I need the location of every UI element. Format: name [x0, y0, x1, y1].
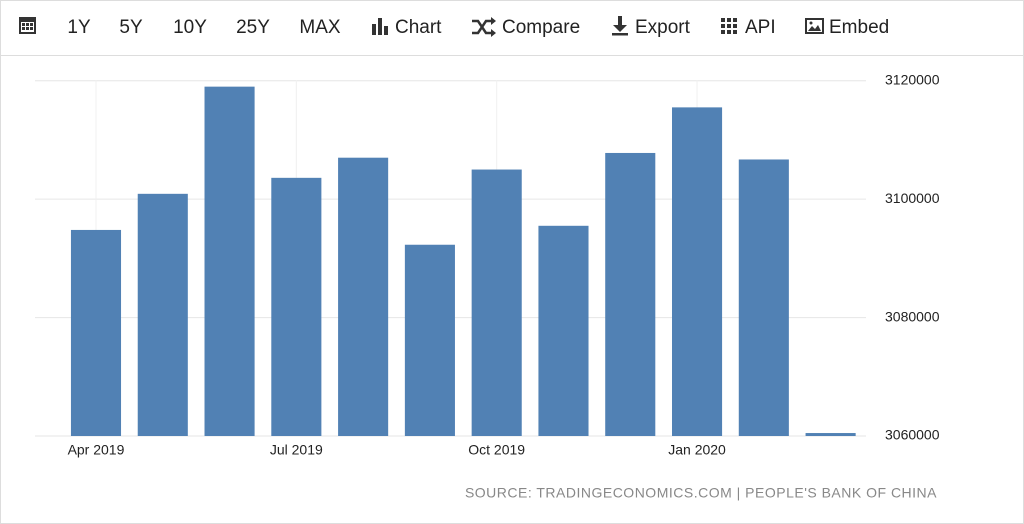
range-button[interactable]: 5Y	[119, 17, 143, 38]
bar	[338, 157, 389, 436]
range-button[interactable]: 10Y	[173, 17, 207, 38]
range-button[interactable]: 1Y	[67, 17, 91, 38]
range-button[interactable]: 25Y	[236, 17, 270, 38]
api-icon[interactable]	[721, 18, 737, 34]
bar	[70, 229, 122, 436]
x-tick-label: Oct 2019	[468, 442, 525, 458]
bar	[204, 86, 255, 437]
y-tick-label: 3080000	[885, 308, 940, 324]
chart-button[interactable]: Chart	[395, 17, 442, 38]
x-tick-label: Apr 2019	[68, 442, 125, 458]
range-button[interactable]: MAX	[299, 17, 341, 38]
x-tick-label: Jul 2019	[270, 442, 323, 458]
export-button[interactable]: Export	[635, 17, 691, 38]
y-tick-label: 3100000	[885, 190, 940, 206]
x-tick-label: Jan 2020	[668, 442, 726, 458]
embed-icon[interactable]	[805, 18, 824, 34]
compare-icon[interactable]	[472, 17, 496, 37]
y-tick-label: 3120000	[885, 71, 940, 87]
bar	[671, 107, 723, 436]
bar	[605, 152, 656, 436]
api-button[interactable]: API	[745, 17, 776, 38]
embed-button[interactable]: Embed	[829, 17, 889, 38]
bar	[538, 225, 589, 436]
bar	[271, 177, 322, 436]
y-tick-label: 3060000	[885, 427, 940, 443]
compare-button[interactable]: Compare	[502, 17, 580, 38]
toolbar: 1Y 5Y 10Y 25Y MAX Chart Compare Export A…	[19, 16, 889, 38]
bar	[404, 244, 455, 436]
chart-icon[interactable]	[372, 18, 388, 35]
source: SOURCE: TRADINGECONOMICS.COM | PEOPLE'S …	[465, 485, 937, 501]
calendar-icon[interactable]	[19, 17, 36, 34]
bar	[805, 433, 856, 436]
export-icon[interactable]	[612, 16, 628, 36]
bar	[137, 193, 188, 436]
bar	[738, 159, 789, 436]
bar	[471, 169, 522, 436]
